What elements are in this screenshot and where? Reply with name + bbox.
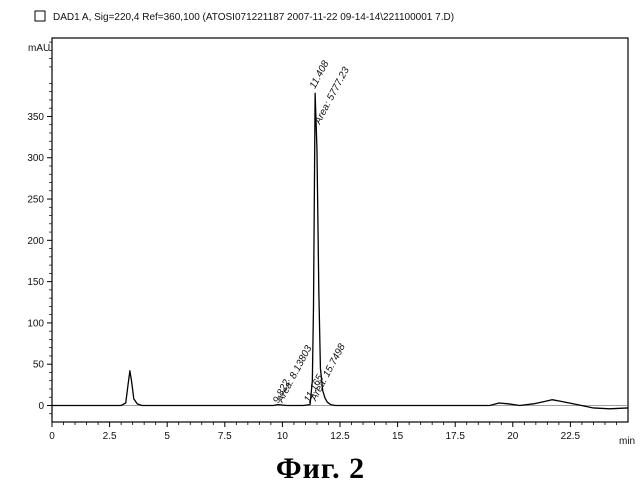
x-tick-label: 10	[277, 431, 289, 442]
x-tick-label: 0	[49, 431, 55, 442]
x-tick-label: 15	[392, 431, 404, 442]
x-tick-label: 2.5	[103, 431, 117, 442]
chart-title: DAD1 A, Sig=220,4 Ref=360,100 (ATOSI0712…	[53, 12, 454, 23]
annotation-layer: 9.822Area: 8.1380311.165Area: 15.749811.…	[271, 59, 352, 406]
x-tick-label: 7.5	[218, 431, 232, 442]
x-axis-label: min	[619, 436, 635, 447]
x-tick-label: 22.5	[561, 431, 581, 442]
peak-annotation: 11.408	[308, 59, 332, 91]
y-tick-label: 0	[38, 401, 44, 412]
legend-swatch	[35, 11, 45, 21]
y-tick-label: 350	[27, 112, 44, 123]
y-tick-label: 150	[27, 277, 44, 288]
x-tick-label: 20	[507, 431, 519, 442]
figure-caption: Фиг. 2	[0, 452, 641, 486]
chromatogram-chart: DAD1 A, Sig=220,4 Ref=360,100 (ATOSI0712…	[0, 0, 641, 450]
y-tick-label: 300	[27, 153, 44, 164]
y-tick-label: 200	[27, 236, 44, 247]
x-tick-label: 12.5	[330, 431, 350, 442]
y-axis-label: mAU	[28, 43, 50, 54]
y-tick-label: 50	[33, 360, 45, 371]
plot-frame	[52, 38, 628, 422]
x-tick-label: 5	[164, 431, 170, 442]
y-tick-label: 250	[27, 195, 44, 206]
peak-annotation: Area: 15.7498	[308, 342, 348, 404]
x-tick-label: 17.5	[445, 431, 465, 442]
y-tick-label: 100	[27, 318, 44, 329]
